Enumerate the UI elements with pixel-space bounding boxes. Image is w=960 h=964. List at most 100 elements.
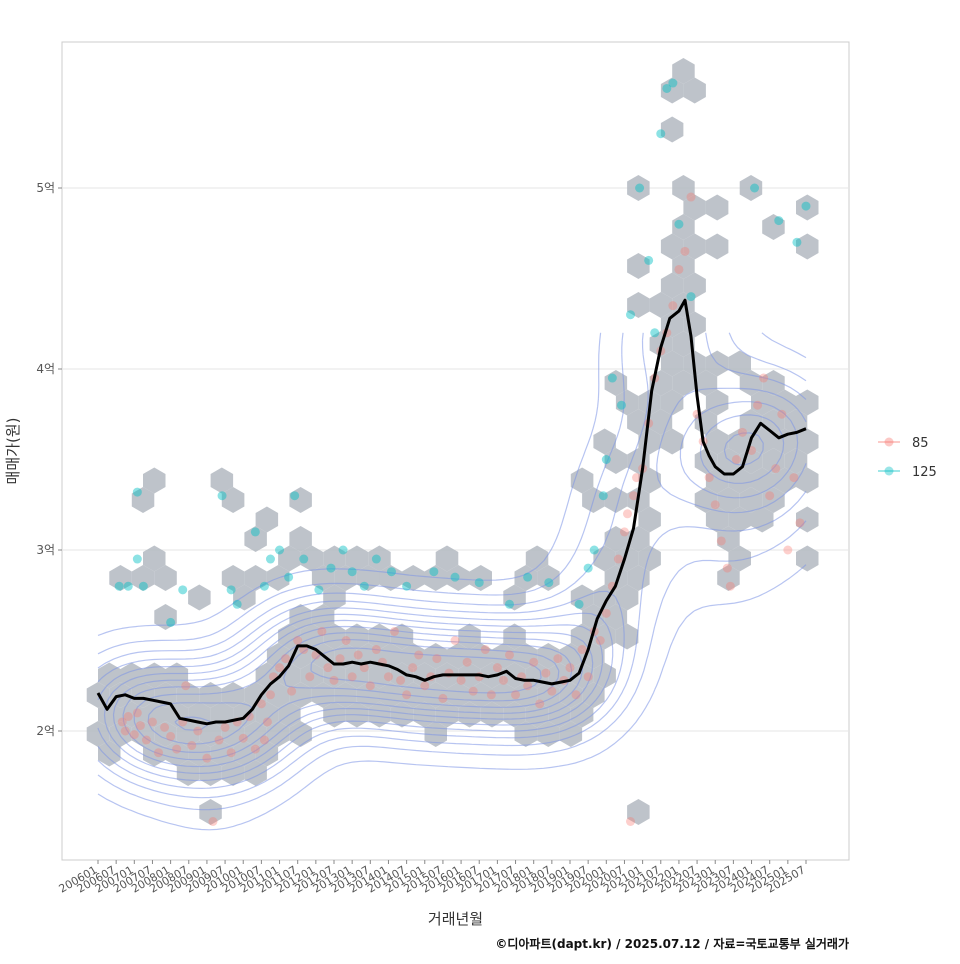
point-85 [256, 699, 266, 709]
point-125 [250, 527, 260, 537]
point-85 [154, 748, 164, 758]
point-125 [686, 292, 696, 302]
point-85 [226, 748, 236, 758]
point-85 [262, 717, 272, 727]
hexbin [683, 77, 706, 104]
point-125 [166, 617, 176, 627]
hexbin [683, 233, 706, 260]
point-85 [147, 717, 157, 727]
hexbin [717, 448, 740, 474]
hexbin [604, 487, 628, 513]
hexbin [559, 643, 583, 669]
hexbin [525, 545, 549, 572]
point-125 [644, 255, 654, 265]
hexbin [199, 799, 222, 825]
hexbin [221, 565, 245, 591]
hexbin [98, 740, 121, 767]
hexbin [627, 799, 650, 825]
hexbin [300, 662, 324, 689]
point-125 [290, 491, 300, 501]
hexbin [278, 545, 301, 572]
point-85 [208, 817, 218, 826]
point-85 [135, 721, 145, 731]
hexbin [244, 760, 267, 786]
point-85 [504, 650, 514, 660]
point-125 [601, 455, 611, 464]
hexbin [593, 428, 616, 455]
hexbin [233, 740, 256, 767]
hexbin [796, 233, 819, 260]
hexbin [717, 526, 740, 552]
hexbin-layer [86, 58, 819, 825]
point-85 [402, 690, 412, 700]
hexbin [289, 526, 312, 552]
hexbin [593, 662, 616, 689]
point-125 [750, 183, 760, 193]
legend-label: 125 [912, 465, 937, 480]
density-contour [103, 414, 785, 774]
hexbin [244, 682, 267, 708]
point-85 [704, 473, 714, 483]
hexbin [402, 565, 425, 591]
point-125 [299, 554, 309, 564]
hexbin [492, 682, 515, 708]
point-85 [535, 699, 545, 709]
hexbin [503, 701, 526, 728]
hexbin [660, 350, 684, 377]
point-85 [722, 563, 732, 573]
point-85 [238, 733, 248, 743]
hexbin [221, 682, 245, 708]
hexbin [402, 643, 425, 669]
hexbin [705, 428, 729, 455]
hexbin [660, 389, 684, 416]
point-125 [662, 83, 672, 93]
hexbin [660, 272, 684, 299]
legend-label: 85 [912, 436, 929, 451]
hexbin [582, 682, 605, 708]
point-125 [338, 545, 348, 555]
hexbin [368, 701, 391, 728]
point-85 [795, 518, 805, 528]
hexbin [627, 292, 650, 318]
point-85 [141, 735, 151, 745]
point-125 [668, 78, 678, 88]
hexbin [503, 662, 526, 689]
point-85 [710, 500, 720, 510]
hexbin [627, 565, 650, 591]
point-85 [547, 686, 557, 696]
hexbin [221, 487, 245, 513]
hexbin [751, 506, 774, 533]
hexbin [165, 740, 189, 767]
hexbin [683, 194, 706, 221]
hexbin [593, 545, 616, 572]
legend-key-point [884, 437, 894, 447]
chart-caption: ©디아파트(dapt.kr) / 2025.07.12 / 자료=국토교통부 실… [495, 936, 849, 951]
hexbin [796, 428, 819, 455]
point-85 [275, 663, 285, 673]
point-125 [123, 581, 133, 591]
point-85 [789, 473, 799, 483]
density-contour [97, 387, 807, 789]
hexbin [660, 116, 684, 143]
point-85 [193, 726, 203, 736]
point-85 [432, 654, 442, 664]
point-85 [680, 246, 690, 256]
hexbin [424, 643, 447, 669]
point-85 [553, 654, 563, 664]
point-125 [474, 578, 484, 588]
hexbin [345, 623, 369, 650]
point-125 [314, 585, 324, 595]
hexbin [255, 701, 279, 728]
point-85 [583, 672, 593, 682]
point-85 [523, 681, 533, 691]
point-85 [335, 654, 345, 664]
hexbin [570, 662, 594, 689]
hexbin [672, 175, 695, 201]
point-85 [486, 690, 496, 700]
point-85 [353, 650, 363, 660]
point-125 [598, 491, 608, 501]
point-85 [613, 554, 623, 564]
point-85 [462, 657, 472, 667]
